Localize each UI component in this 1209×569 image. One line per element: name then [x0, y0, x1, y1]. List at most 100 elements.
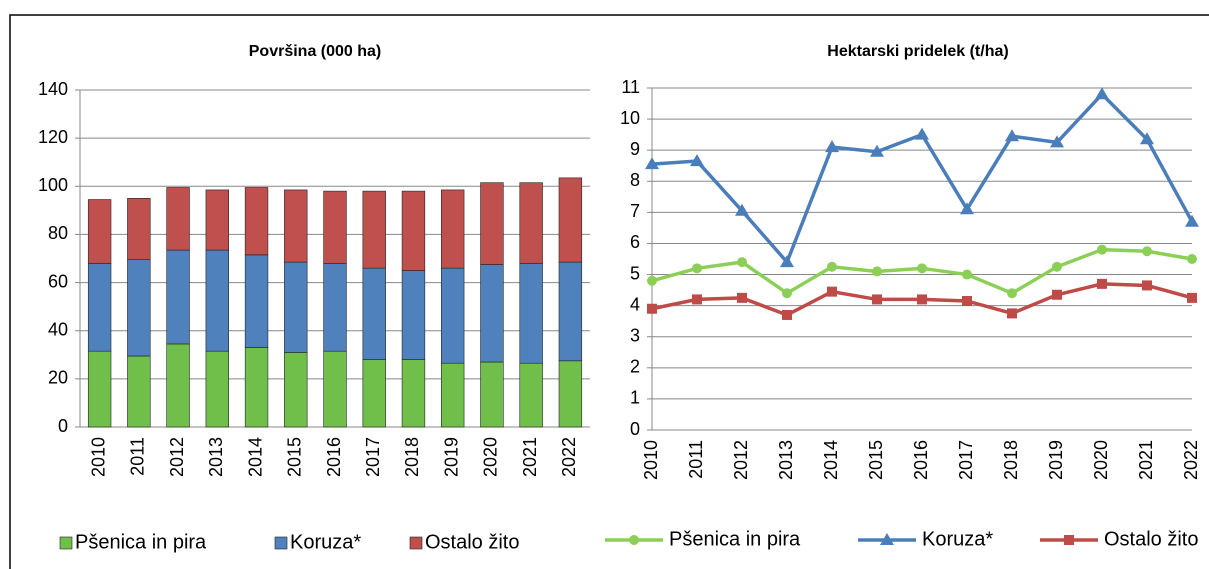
bar-segment — [480, 361, 504, 428]
y-tick-label: 9 — [630, 139, 640, 159]
bar-segment — [323, 350, 347, 428]
legend-label: Koruza* — [922, 528, 993, 550]
legend-label: Pšenica in pira — [75, 531, 207, 553]
legend-marker — [629, 535, 639, 545]
bar-segment — [401, 190, 426, 271]
bar-segment — [441, 362, 465, 428]
bar-segment — [401, 270, 426, 360]
bar-segment — [480, 182, 504, 265]
x-tick-label: 2019 — [1046, 440, 1066, 480]
y-tick-label: 1 — [630, 388, 640, 408]
bar-segment — [480, 264, 504, 363]
bar-segment — [166, 343, 190, 428]
legend-label: Ostalo žito — [425, 531, 519, 553]
y-tick-label: 40 — [48, 319, 68, 339]
y-tick-label: 2 — [630, 357, 640, 377]
bar-segment — [205, 249, 229, 352]
point-marker — [1050, 135, 1064, 148]
point-marker — [1097, 244, 1107, 255]
x-tick-label: 2019 — [441, 437, 461, 477]
point-marker — [737, 257, 747, 268]
point-marker — [1052, 289, 1062, 300]
point-marker — [962, 295, 972, 306]
point-marker — [690, 154, 704, 167]
legend-marker — [1064, 535, 1074, 545]
bar-segment — [166, 187, 190, 251]
point-marker — [645, 157, 659, 170]
y-tick-label: 120 — [38, 127, 68, 147]
y-tick-label: 140 — [38, 79, 68, 99]
point-marker — [1052, 261, 1062, 272]
x-tick-label: 2010 — [641, 440, 661, 480]
y-tick-label: 20 — [48, 368, 68, 388]
bar-segment — [244, 347, 269, 428]
x-tick-label: 2015 — [285, 437, 305, 477]
point-marker — [960, 202, 974, 215]
point-marker — [870, 144, 884, 157]
point-marker — [827, 261, 837, 272]
bar-segment — [127, 198, 151, 261]
bar-segment — [558, 360, 583, 428]
point-marker — [1095, 87, 1109, 100]
x-tick-label: 2011 — [128, 437, 148, 476]
legend-label: Pšenica in pira — [669, 528, 801, 550]
bar-segment — [284, 261, 308, 353]
legend-swatch — [409, 536, 423, 550]
y-tick-label: 11 — [621, 77, 640, 97]
y-tick-label: 7 — [630, 201, 640, 221]
y-tick-label: 0 — [58, 416, 68, 436]
x-tick-label: 2022 — [559, 437, 579, 477]
x-tick-label: 2013 — [206, 437, 226, 477]
x-tick-label: 2014 — [821, 440, 841, 480]
bar-segment — [401, 359, 426, 428]
y-tick-label: 0 — [630, 419, 640, 439]
bar-segment — [362, 190, 386, 269]
x-tick-label: 2011 — [686, 440, 706, 479]
point-marker — [1007, 308, 1017, 319]
point-marker — [1005, 129, 1019, 142]
x-tick-label: 2010 — [88, 437, 108, 477]
bar-segment — [244, 187, 269, 256]
x-tick-label: 2016 — [324, 437, 344, 477]
point-marker — [647, 303, 657, 314]
point-marker — [780, 255, 794, 268]
x-tick-label: 2012 — [731, 440, 751, 480]
y-tick-label: 10 — [620, 108, 640, 128]
bar-segment — [205, 350, 229, 428]
point-marker — [647, 275, 657, 286]
point-marker — [825, 140, 839, 153]
bar-segment — [362, 359, 386, 428]
bar-segment — [166, 249, 190, 345]
point-marker — [917, 294, 927, 305]
bar-segment — [558, 177, 583, 263]
point-marker — [1097, 278, 1107, 289]
bar-segment — [87, 199, 112, 264]
point-marker — [1142, 280, 1152, 291]
bar-segment — [323, 190, 347, 264]
x-tick-label: 2017 — [363, 437, 383, 477]
point-marker — [692, 263, 702, 274]
point-marker — [872, 294, 882, 305]
bar-segment — [205, 189, 229, 251]
point-marker — [1187, 254, 1197, 264]
x-tick-label: 2017 — [956, 440, 976, 480]
y-tick-label: 80 — [48, 223, 68, 243]
point-marker — [872, 266, 882, 277]
legend-label: Koruza* — [290, 531, 361, 553]
bar-segment — [558, 261, 583, 362]
bar-segment — [127, 259, 151, 357]
y-tick-label: 3 — [630, 325, 640, 345]
x-tick-label: 2018 — [402, 437, 422, 477]
x-tick-label: 2012 — [167, 437, 187, 477]
y-tick-label: 8 — [630, 170, 640, 190]
point-marker — [782, 288, 792, 299]
legend-swatch — [59, 536, 73, 550]
legend-label: Ostalo žito — [1104, 528, 1198, 550]
point-marker — [1140, 132, 1154, 145]
x-tick-label: 2013 — [776, 440, 796, 480]
x-tick-label: 2015 — [866, 440, 886, 480]
y-tick-label: 5 — [630, 263, 640, 283]
legend-marker — [880, 533, 894, 545]
y-tick-label: 100 — [38, 175, 68, 195]
point-marker — [915, 127, 929, 140]
